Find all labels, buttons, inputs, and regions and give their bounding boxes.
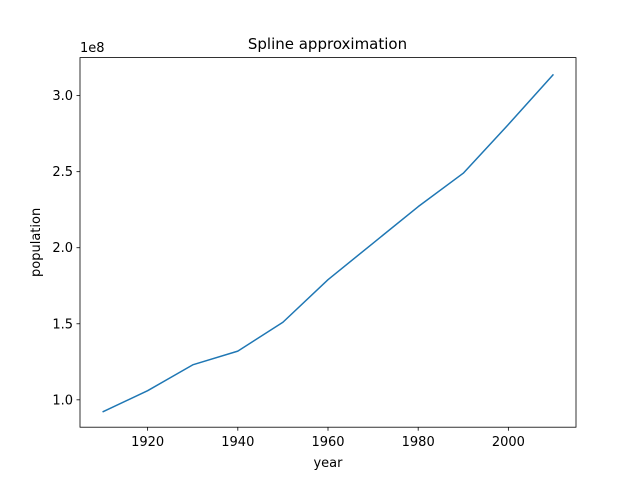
y-tick-label: 3.0	[52, 89, 73, 104]
y-tick-label: 2.0	[52, 241, 73, 256]
x-axis-label: year	[313, 456, 343, 471]
x-tick-label: 1920	[131, 435, 164, 450]
x-tick-label: 2000	[492, 435, 525, 450]
chart-title: Spline approximation	[248, 35, 407, 53]
y-tick-label: 2.5	[52, 165, 73, 180]
y-offset-label: 1e8	[80, 41, 105, 56]
x-axis: 1920 1940 1960 1980 2000	[131, 427, 525, 450]
y-tick-label: 1.0	[52, 393, 73, 408]
plot-area	[102, 73, 555, 413]
x-tick-label: 1960	[311, 435, 344, 450]
series-line-0	[102, 73, 555, 413]
x-tick-label: 1940	[221, 435, 254, 450]
y-axis: 1.0 1.5 2.0 2.5 3.0	[52, 89, 80, 408]
y-tick-label: 1.5	[52, 317, 73, 332]
y-axis-label: population	[29, 208, 44, 277]
x-tick-label: 1980	[402, 435, 435, 450]
axes-frame	[79, 57, 577, 428]
